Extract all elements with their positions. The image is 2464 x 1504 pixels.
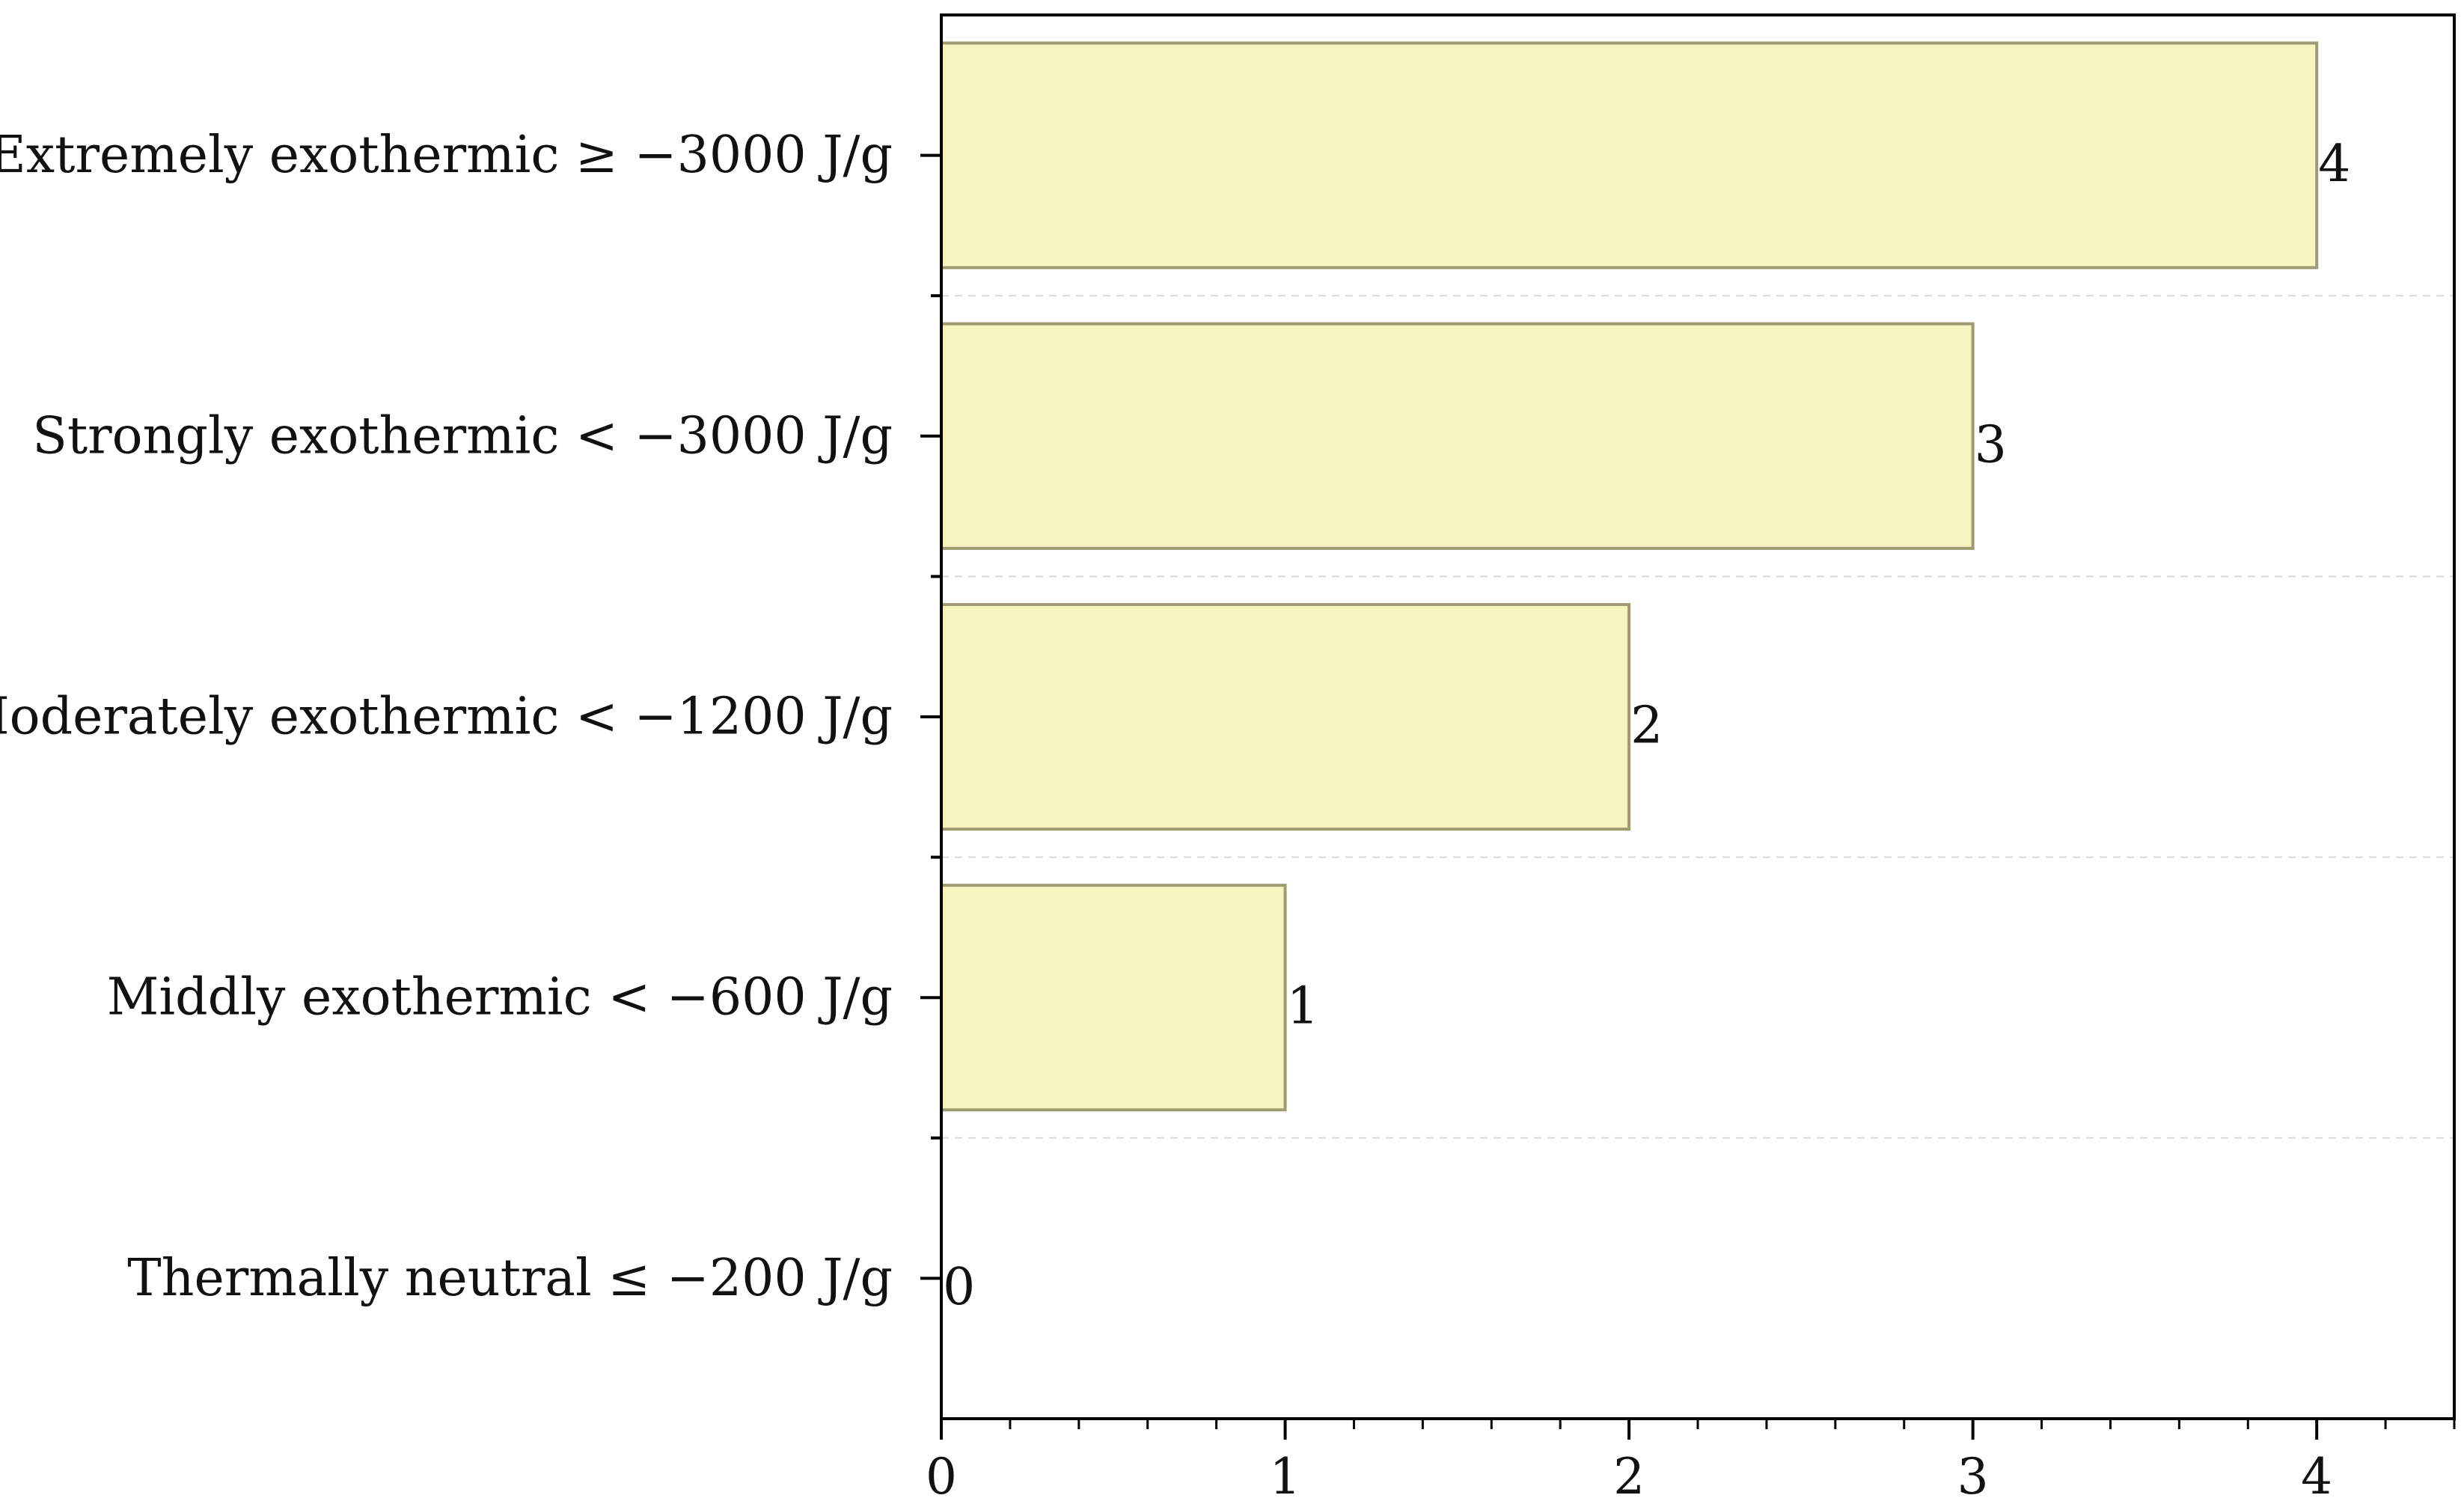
bar <box>940 41 2319 269</box>
y-tick-label: Extremely exothermic ≥ −3000 J/g <box>0 126 893 185</box>
y-tick-label: Moderately exothermic < −1200 J/g <box>0 688 893 747</box>
y-tick-label: Thermally neutral ≤ −200 J/g <box>127 1249 893 1308</box>
data-label: 4 <box>2318 135 2350 194</box>
y-tick-label: Middly exothermic < −600 J/g <box>107 968 893 1027</box>
x-tick-label: 0 <box>926 1448 957 1504</box>
x-tick-label: 1 <box>1270 1448 1301 1504</box>
x-tick-label: 4 <box>2301 1448 2332 1504</box>
bar <box>940 884 1287 1112</box>
grid-lines <box>941 295 2454 1139</box>
bar <box>940 602 1631 831</box>
data-label: 3 <box>1975 415 2007 474</box>
bars <box>940 41 2319 1112</box>
data-label: 1 <box>1287 977 1319 1036</box>
y-tick-label: Strongly exothermic < −3000 J/g <box>32 406 893 465</box>
axes <box>920 13 2456 1440</box>
x-tick-label: 2 <box>1613 1448 1645 1504</box>
x-tick-label: 3 <box>1957 1448 1989 1504</box>
labels: Extremely exothermic ≥ −3000 J/g 4 Strongl… <box>0 126 2350 1504</box>
data-label: 0 <box>943 1258 975 1317</box>
data-label: 2 <box>1630 697 1663 756</box>
bar <box>940 322 1975 550</box>
